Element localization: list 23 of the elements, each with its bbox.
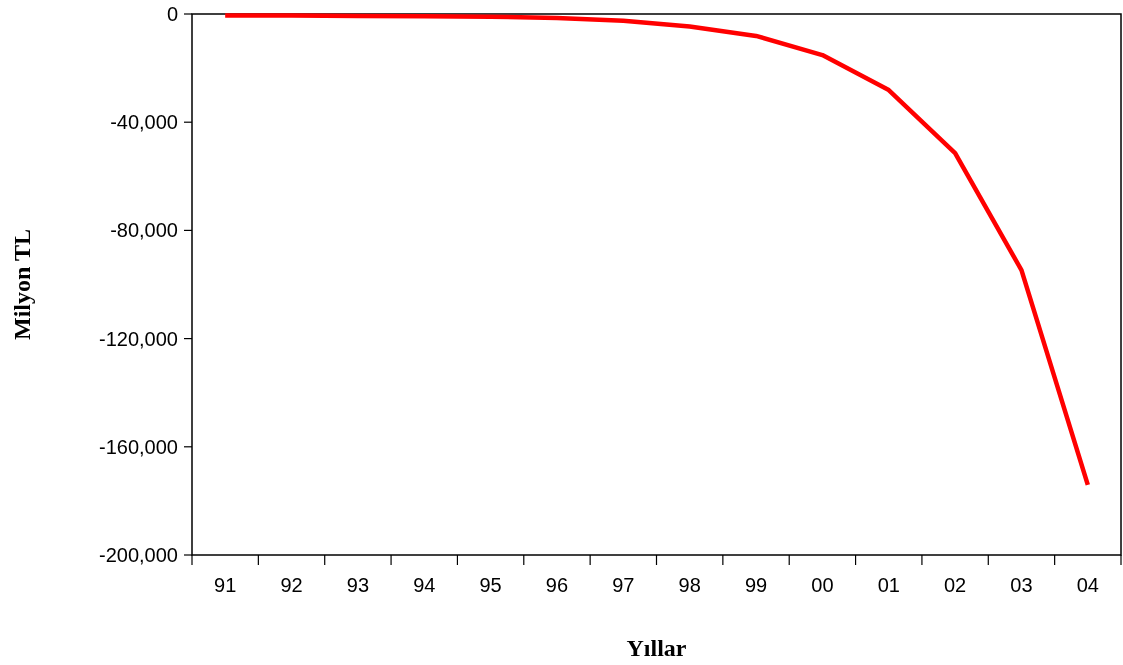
- y-tick-label: 0: [166, 3, 178, 25]
- y-tick-label: -160,000: [99, 435, 178, 458]
- x-tick-label: 02: [943, 574, 967, 596]
- y-tick-label: -120,000: [99, 327, 178, 350]
- x-tick-label: 99: [744, 574, 768, 596]
- x-tick-label: 95: [479, 574, 502, 596]
- y-tick-label: -40,000: [110, 111, 178, 134]
- x-tick-label: 97: [612, 574, 635, 596]
- y-tick-label: -200,000: [99, 544, 178, 566]
- line-series: [222, 13, 1091, 488]
- y-axis-title: Milyon TL: [9, 229, 35, 340]
- x-tick-label: 96: [545, 574, 569, 596]
- x-tick-label: 94: [413, 574, 436, 596]
- x-tick-label: 98: [678, 574, 701, 596]
- x-tick-label: 93: [346, 574, 370, 596]
- y-tick-label: -80,000: [110, 219, 178, 242]
- x-tick-label: 92: [280, 574, 303, 596]
- x-axis-title: Yıllar: [626, 635, 687, 661]
- x-tick-label: 03: [1010, 574, 1033, 596]
- x-tick-label: 04: [1076, 574, 1099, 596]
- x-tick-label: 00: [811, 574, 834, 596]
- x-tick-label: 01: [877, 574, 900, 596]
- x-tick-label: 91: [214, 574, 237, 596]
